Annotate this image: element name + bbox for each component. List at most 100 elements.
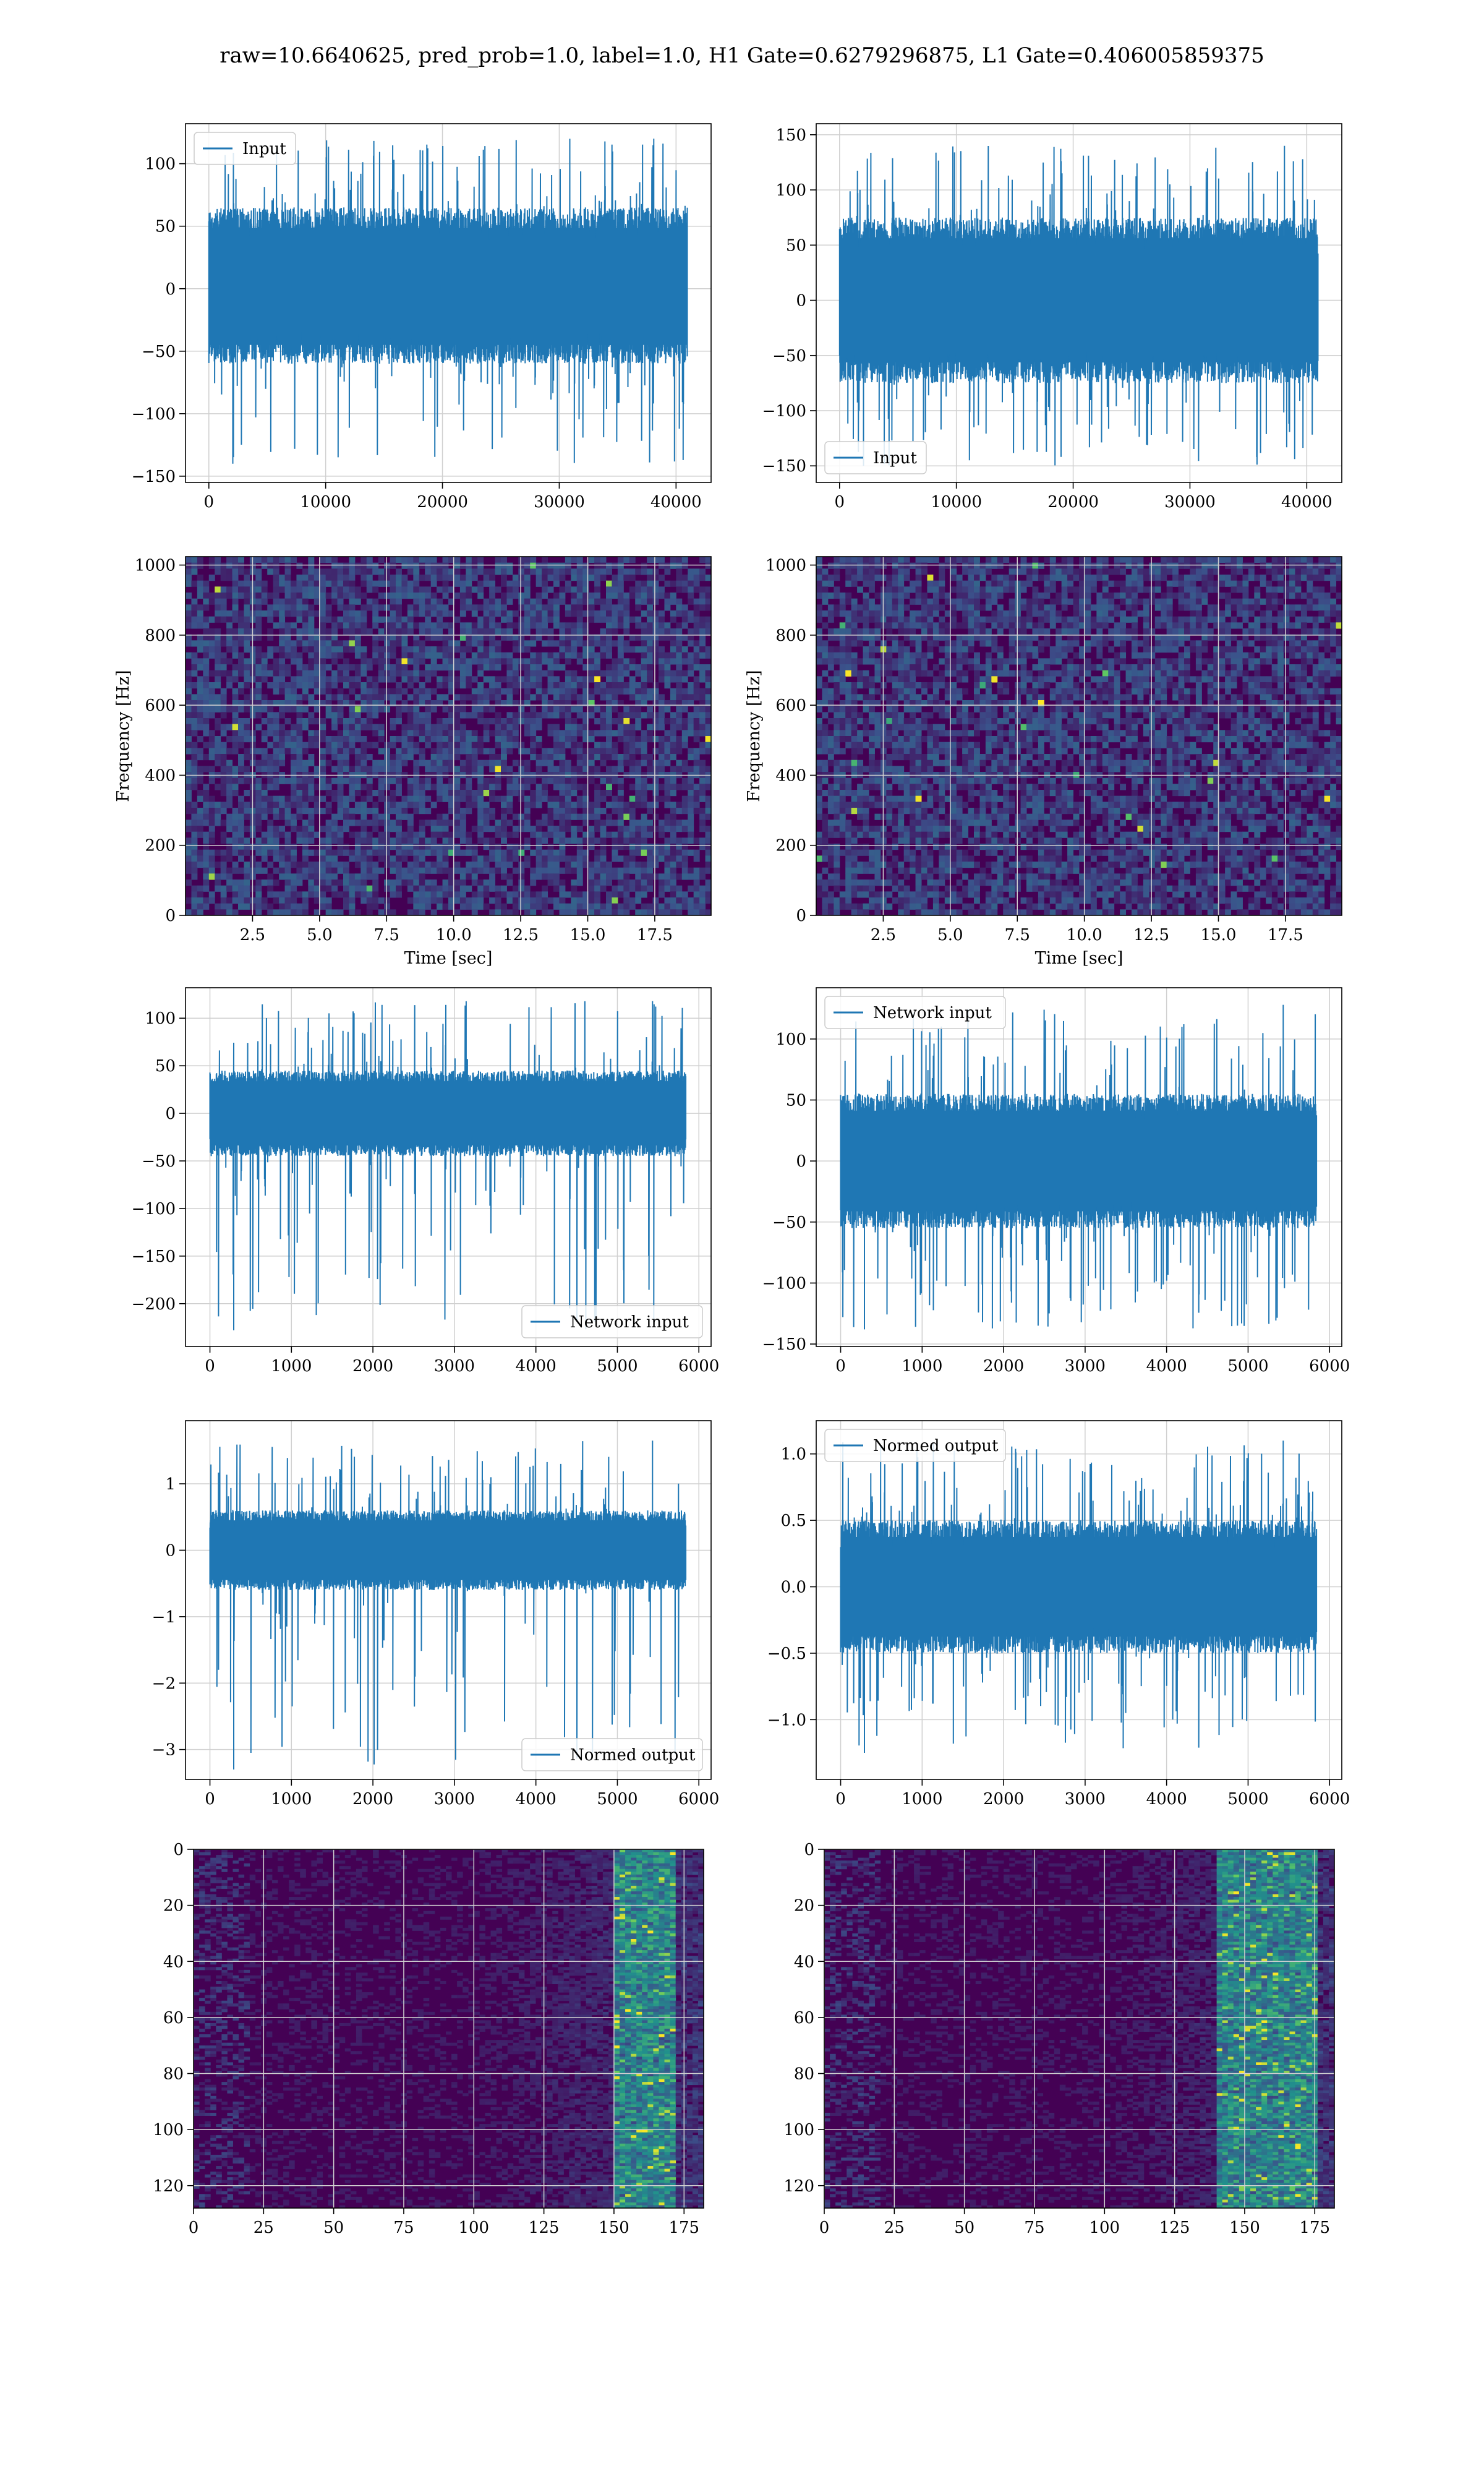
heatmap-cell [448, 634, 454, 641]
heatmap-cell [600, 640, 607, 647]
heatmap-cell [582, 640, 589, 647]
heatmap-cell [471, 688, 478, 695]
heatmap-cell [372, 730, 379, 737]
heatmap-cell [652, 575, 659, 581]
heatmap-cell [553, 885, 560, 892]
heatmap-cell [956, 575, 963, 581]
heatmap-cell [430, 802, 437, 808]
heatmap-cell [244, 622, 250, 629]
heatmap-cell [471, 634, 478, 641]
heatmap-cell [442, 880, 449, 886]
heatmap-cell [612, 562, 618, 569]
heatmap-cell [273, 562, 279, 569]
heatmap-cell [291, 844, 297, 850]
heatmap-cell [623, 628, 630, 635]
heatmap-cell [459, 891, 466, 898]
heatmap-cell [186, 742, 192, 748]
heatmap-cell [1061, 557, 1068, 563]
heatmap-cell [349, 820, 356, 826]
heatmap-cell [501, 700, 507, 707]
heatmap-cell [208, 826, 215, 833]
heatmap-cell [822, 568, 829, 575]
heatmap-cell [325, 700, 332, 707]
heatmap-cell [629, 682, 636, 689]
heatmap-cell [308, 730, 315, 737]
heatmap-cell [466, 742, 472, 748]
heatmap-cell [827, 575, 834, 581]
heatmap-cell [220, 688, 227, 695]
heatmap-cell [1161, 562, 1167, 569]
heatmap-cell [956, 598, 963, 605]
heatmap-cell [471, 640, 478, 647]
heatmap-cell [676, 664, 683, 671]
heatmap-cell [267, 885, 274, 892]
heatmap-cell [705, 867, 711, 874]
heatmap-cell [291, 777, 297, 784]
heatmap-cell [664, 903, 671, 910]
series-line [208, 139, 688, 464]
heatmap-cell [226, 844, 233, 850]
heatmap-cell [471, 795, 478, 802]
heatmap-cell [950, 586, 957, 593]
heatmap-cell [226, 640, 233, 647]
heatmap-cell [454, 862, 461, 868]
heatmap-cell [582, 628, 589, 635]
heatmap-cell [477, 700, 484, 707]
heatmap-cell [419, 598, 425, 605]
heatmap-cell [827, 580, 834, 587]
heatmap-cell [659, 712, 665, 719]
heatmap-cell [442, 557, 449, 563]
heatmap-cell [559, 784, 566, 790]
heatmap-cell [325, 676, 332, 683]
heatmap-cell [220, 754, 227, 761]
heatmap-cell [454, 664, 461, 671]
heatmap-cell [635, 568, 642, 575]
heatmap-cell [705, 700, 711, 707]
heatmap-cell [232, 885, 239, 892]
heatmap-cell [612, 891, 618, 898]
heatmap-cell [699, 837, 706, 844]
heatmap-cell [962, 557, 969, 563]
heatmap-cell [384, 634, 391, 641]
heatmap-cell [425, 634, 432, 641]
heatmap-cell [600, 867, 607, 874]
heatmap-cell [518, 790, 525, 797]
heatmap-cell [203, 808, 210, 815]
heatmap-cell [699, 575, 706, 581]
heatmap-cell [1178, 604, 1185, 611]
heatmap-cell [635, 670, 642, 677]
heatmap-cell [454, 724, 461, 730]
heatmap-cell [471, 891, 478, 898]
heatmap-cell [407, 724, 414, 730]
heatmap-cell [530, 694, 537, 701]
heatmap-cell [372, 706, 379, 713]
heatmap-cell [244, 754, 250, 761]
heatmap-cell [203, 867, 210, 874]
heatmap-cell [647, 676, 654, 683]
heatmap-cell [944, 562, 951, 569]
heatmap-cell [419, 718, 425, 725]
heatmap-cell [1289, 593, 1295, 599]
heatmap-cell [1307, 598, 1313, 605]
heatmap-cell [215, 706, 221, 713]
heatmap-cell [512, 790, 519, 797]
heatmap-cell [378, 820, 385, 826]
heatmap-cell [442, 862, 449, 868]
heatmap-cell [652, 813, 659, 820]
heatmap-cell [629, 844, 636, 850]
heatmap-cell [343, 748, 349, 755]
heatmap-cell [471, 760, 478, 766]
heatmap-cell [571, 694, 578, 701]
heatmap-cell [506, 736, 513, 743]
heatmap-cell [1237, 586, 1243, 593]
heatmap-cell [197, 580, 203, 587]
heatmap-cell [413, 598, 420, 605]
heatmap-cell [495, 700, 501, 707]
heatmap-cell [419, 777, 425, 784]
heatmap-cell [623, 610, 630, 617]
heatmap-cell [448, 777, 454, 784]
heatmap-cell [215, 557, 221, 563]
heatmap-cell [331, 593, 338, 599]
heatmap-cell [302, 694, 309, 701]
heatmap-cell [337, 652, 344, 659]
